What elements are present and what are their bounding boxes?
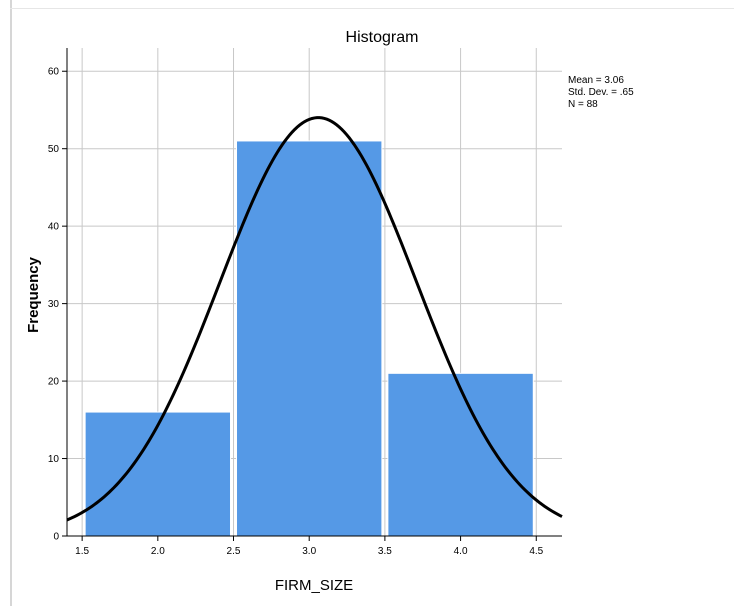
x-tick-label-4: 3.5	[378, 546, 392, 557]
x-axis-label: FIRM_SIZE	[275, 577, 353, 594]
stat-mean: Mean = 3.06	[568, 75, 624, 86]
chart-title: Histogram	[346, 29, 419, 46]
x-tick-label-6: 4.5	[529, 546, 543, 557]
histogram-bar-2	[387, 372, 534, 537]
y-tick-label-1: 10	[48, 454, 60, 465]
axes	[66, 48, 562, 537]
y-tick-label-5: 50	[48, 144, 60, 155]
y-tick-label-0: 0	[53, 532, 59, 543]
histogram-bar-0	[84, 411, 232, 537]
y-tick-label-6: 60	[48, 67, 60, 78]
x-axis-ticks: 1.5 2.0 2.5 3.0 3.5 4.0 4.5	[75, 536, 544, 557]
histogram-bars	[84, 140, 534, 537]
x-tick-label-1: 2.0	[151, 546, 165, 557]
normal-curve	[66, 116, 563, 522]
histogram-bar-1	[236, 140, 383, 537]
y-tick-label-3: 30	[48, 299, 60, 310]
frame-left-border	[10, 0, 12, 606]
stat-n: N = 88	[568, 99, 598, 110]
normal-curve-layer	[66, 116, 563, 522]
stat-std-dev: Std. Dev. = .65	[568, 87, 634, 98]
x-tick-label-3: 3.0	[302, 546, 316, 557]
y-axis-ticks: 0 10 20 30 40 50 60	[48, 67, 67, 543]
x-tick-label-0: 1.5	[75, 546, 89, 557]
y-axis-label: Frequency	[25, 256, 42, 333]
x-tick-label-5: 4.0	[454, 546, 468, 557]
y-tick-label-2: 20	[48, 377, 60, 388]
y-tick-label-4: 40	[48, 222, 60, 233]
x-tick-label-2: 2.5	[227, 546, 241, 557]
stats-legend: Mean = 3.06 Std. Dev. = .65 N = 88	[568, 75, 634, 110]
frame-top-border	[10, 8, 734, 9]
